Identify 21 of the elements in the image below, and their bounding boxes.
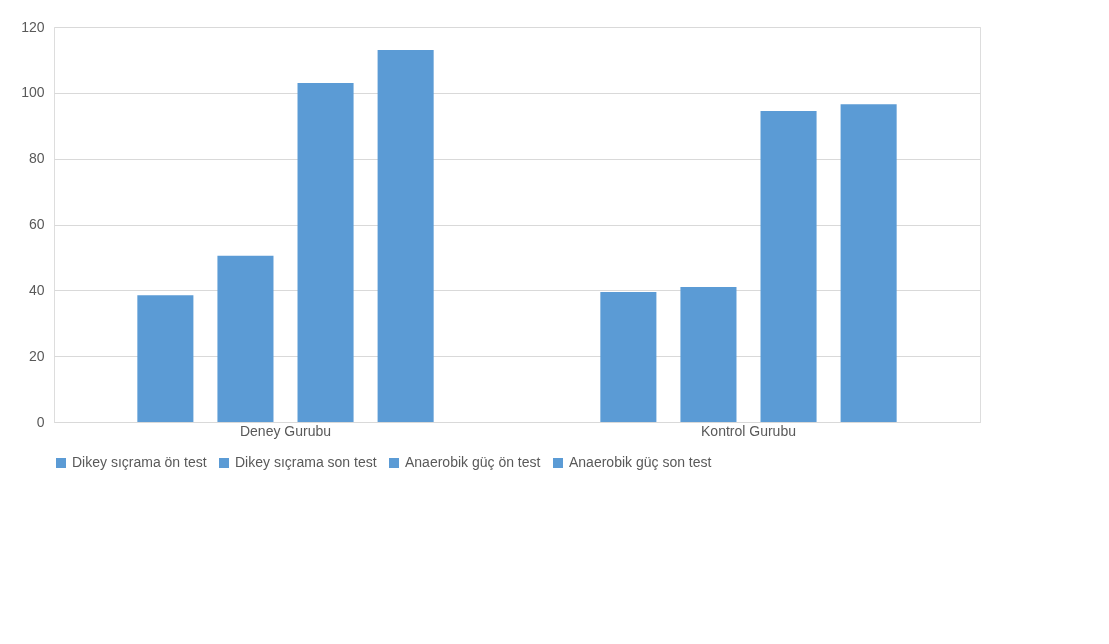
y-tick-label: 60 xyxy=(28,216,45,232)
x-tick-label: Kontrol Gurubu xyxy=(701,422,796,439)
bar xyxy=(297,82,354,422)
bar xyxy=(760,110,817,422)
y-tick-label: 20 xyxy=(28,347,45,364)
bar xyxy=(840,104,897,422)
y-tick-label: 40 xyxy=(28,281,45,298)
legend-label: Anaerobik güç son test xyxy=(569,454,712,470)
legend-label: Anaerobik güç ön test xyxy=(405,454,541,470)
y-tick-label: 80 xyxy=(28,150,45,167)
bar xyxy=(217,255,274,422)
y-tick-label: 120 xyxy=(21,18,45,35)
bar xyxy=(377,50,434,422)
bar xyxy=(600,291,657,422)
legend-label: Dikey sıçrama son test xyxy=(235,454,377,470)
x-tick-label: Deney Gurubu xyxy=(239,422,332,439)
legend-label: Dikey sıçrama ön test xyxy=(72,454,207,470)
y-tick-label: 100 xyxy=(21,84,45,101)
bar xyxy=(137,295,194,422)
y-tick-label: 0 xyxy=(36,413,45,430)
bar xyxy=(680,287,737,422)
